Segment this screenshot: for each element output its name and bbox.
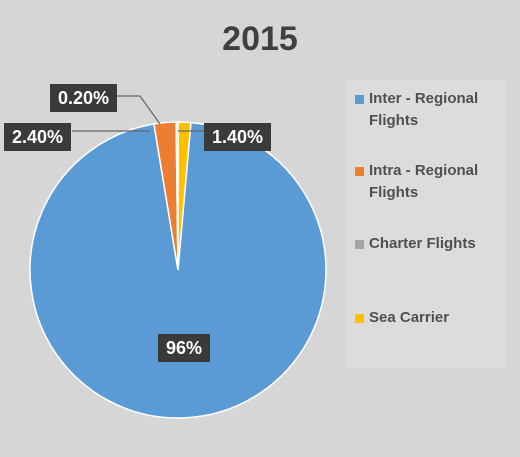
data-label-sea-carrier: 1.40% <box>204 123 272 151</box>
legend-swatch <box>355 167 364 176</box>
slice-charter <box>175 121 179 271</box>
slice-inter-regional <box>29 121 327 419</box>
legend-swatch <box>355 240 364 249</box>
data-label-intra-regional: 2.40% <box>4 123 72 151</box>
legend-swatch <box>355 95 364 104</box>
legend-label: Charter Flights <box>369 235 476 252</box>
legend-label: Inter - Regional Flights <box>369 90 479 129</box>
legend-label: Sea Carrier <box>369 309 450 326</box>
leader-line-charter <box>117 95 161 125</box>
chart-title: 2015 <box>222 20 298 58</box>
chart-legend: Inter - Regional Flights Intra - Regiona… <box>345 80 505 368</box>
legend-label: Intra - Regional Flights <box>369 162 479 201</box>
data-label-charter: 0.20% <box>50 84 118 112</box>
data-label-inter-regional: 96% <box>158 334 211 362</box>
legend-swatch <box>355 314 364 323</box>
